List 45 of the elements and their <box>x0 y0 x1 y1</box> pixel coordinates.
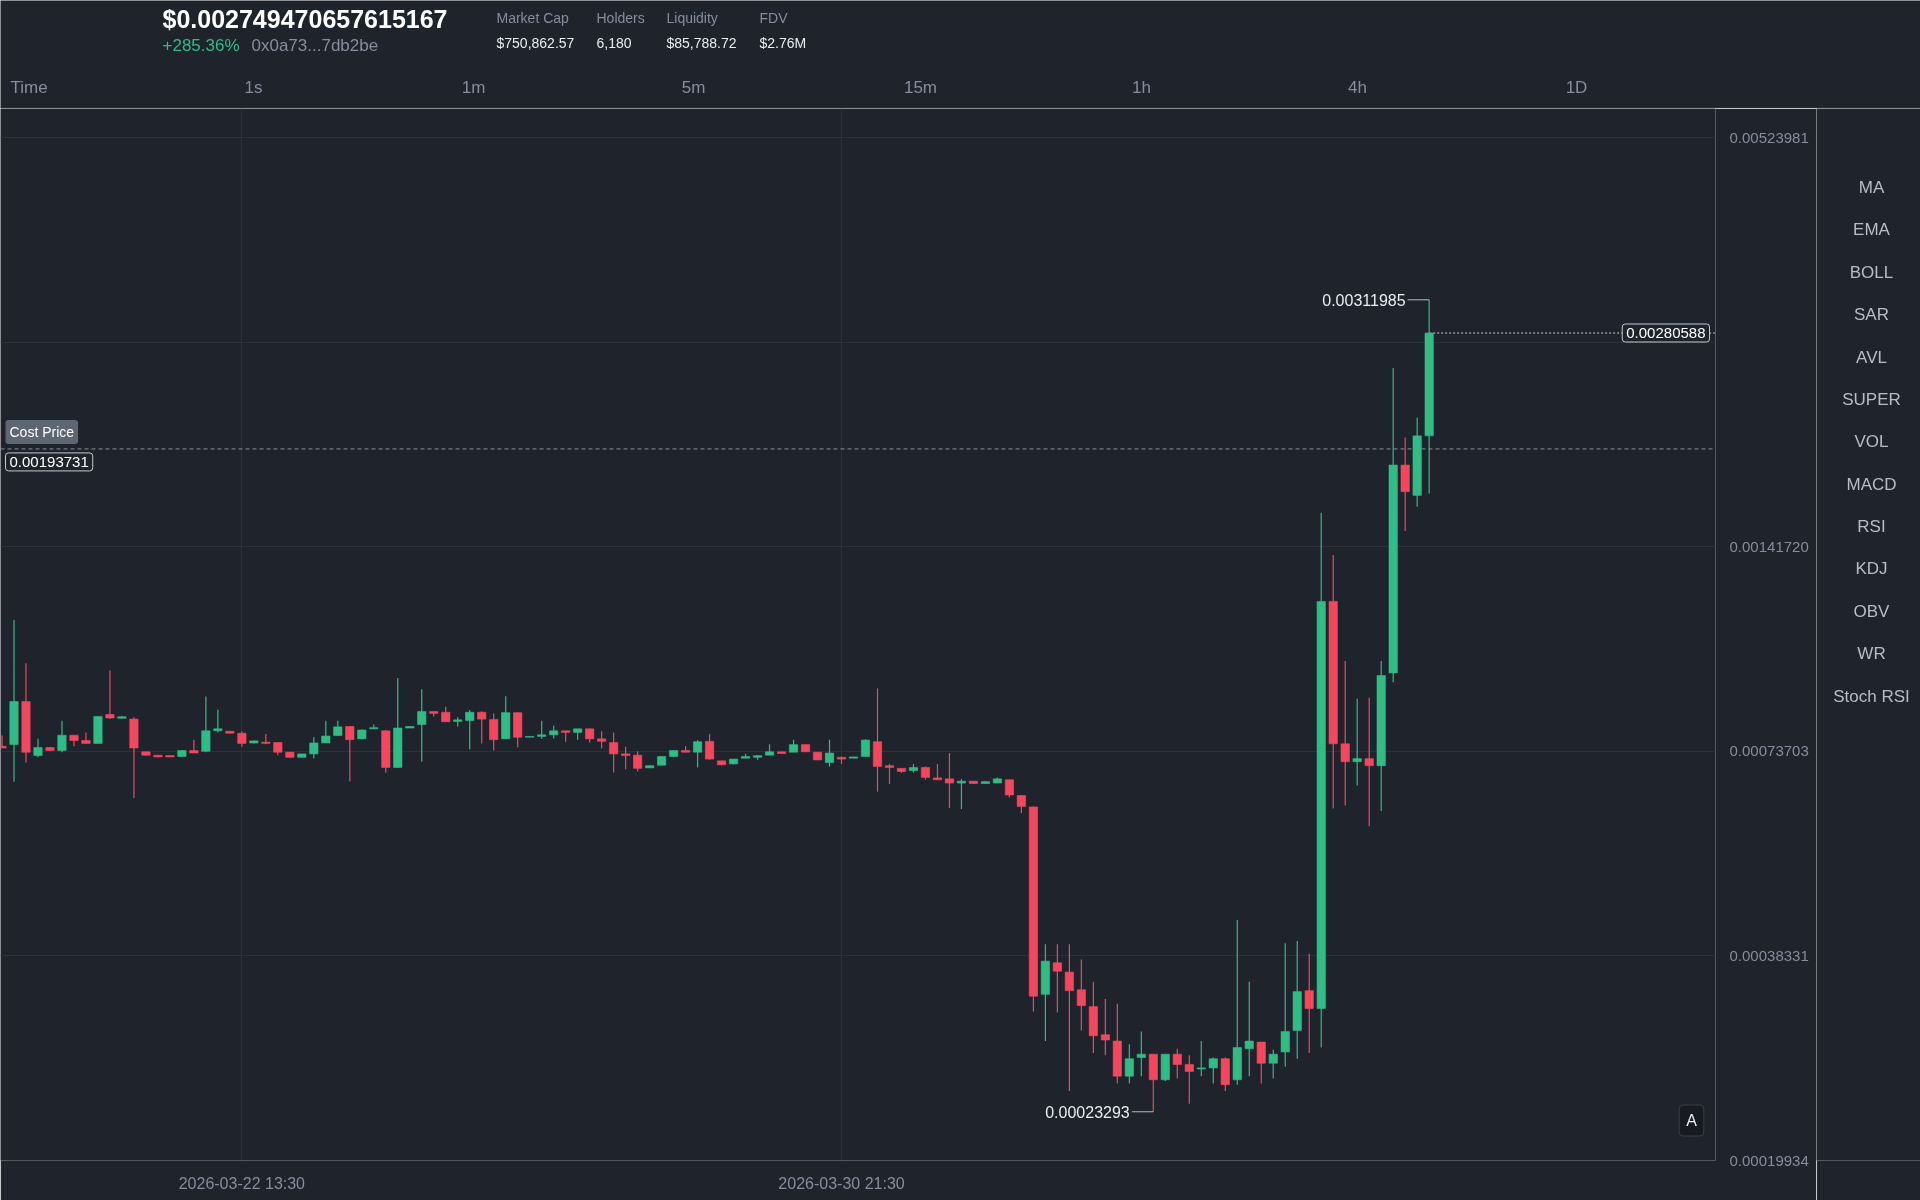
text: 1s <box>244 78 263 97</box>
x-tick-label: 2026-03-22 13:30 <box>178 1174 306 1192</box>
text: Holders <box>596 9 645 26</box>
text: KDJ <box>1855 559 1888 579</box>
text: Liquidity <box>666 9 718 26</box>
text: $85,788.72 <box>666 34 737 51</box>
text: 1h <box>1132 78 1151 97</box>
text: 5m <box>681 78 706 97</box>
y-tick-label: 0.00523981 <box>1729 128 1809 146</box>
y-tick-label: 0.00019934 <box>1729 1151 1809 1169</box>
text: +285.36% <box>162 36 240 55</box>
text: Stoch RSI <box>1833 686 1910 706</box>
text: $2.76M <box>759 34 807 51</box>
text: 0x0a73...7db2be <box>251 36 379 55</box>
text: FDV <box>759 9 789 26</box>
text: 1m <box>461 78 486 97</box>
y-tick-label: 0.00141720 <box>1729 537 1809 555</box>
text: $750,862.57 <box>496 34 575 51</box>
text: Market Cap <box>496 9 570 26</box>
annotation: 0.00311985 <box>1322 291 1406 309</box>
text: VOL <box>1854 432 1889 452</box>
annotation: 0.00280588 <box>1626 324 1706 342</box>
y-tick-label: 0.00038331 <box>1729 946 1809 964</box>
text: MACD <box>1846 474 1897 494</box>
text: OBV <box>1853 601 1891 621</box>
text: AVL <box>1856 347 1887 367</box>
text: RSI <box>1857 517 1886 537</box>
text: SAR <box>1854 305 1889 325</box>
text: EMA <box>1853 220 1891 240</box>
text: 1D <box>1565 78 1588 97</box>
text: MA <box>1858 178 1885 197</box>
text: SUPER <box>1842 389 1901 409</box>
chart-title: $0.002749470657615167 <box>162 4 448 33</box>
x-tick-label: 2026-03-30 21:30 <box>778 1174 905 1192</box>
text: BOLL <box>1849 262 1894 282</box>
annotation: A <box>1686 1112 1698 1129</box>
text: Time <box>10 78 48 97</box>
annotation: 0.00023293 <box>1045 1103 1130 1121</box>
ref-line-label: Cost Price <box>9 423 75 440</box>
text: 15m <box>903 78 938 97</box>
annotation: 0.00193731 <box>9 452 89 470</box>
text: 6,180 <box>596 34 632 51</box>
text: 4h <box>1348 78 1367 97</box>
text: WR <box>1857 644 1886 664</box>
y-tick-label: 0.00073703 <box>1729 742 1809 760</box>
